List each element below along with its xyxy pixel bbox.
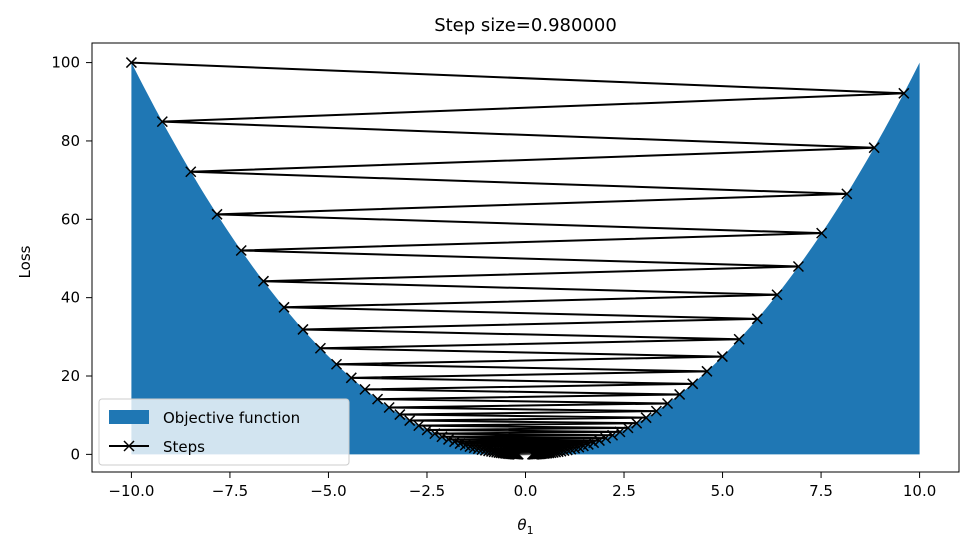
step-marker <box>297 323 309 335</box>
step-marker <box>733 333 745 345</box>
step-marker <box>429 428 441 440</box>
x-tick-label: −2.5 <box>409 482 445 500</box>
step-marker <box>383 401 395 414</box>
step-marker <box>701 365 713 377</box>
legend: Objective function Steps <box>98 398 350 466</box>
step-marker <box>125 57 137 69</box>
y-tick-label: 20 <box>61 367 80 385</box>
chart-title: Step size=0.980000 <box>434 15 617 36</box>
legend-label-objective: Objective function <box>163 409 300 427</box>
step-marker <box>650 405 662 417</box>
step-marker <box>600 432 612 444</box>
x-tick-label: 5.0 <box>711 482 735 500</box>
step-marker <box>345 372 357 384</box>
step-marker <box>631 417 643 429</box>
legend-marker-steps <box>123 440 135 452</box>
step-marker <box>565 443 577 455</box>
y-tick-label: 40 <box>61 289 80 307</box>
step-marker <box>816 227 828 239</box>
y-tick-label: 0 <box>70 445 80 463</box>
step-marker <box>716 351 728 363</box>
step-marker <box>868 142 880 154</box>
legend-box <box>98 398 350 466</box>
y-tick-label: 60 <box>61 210 80 228</box>
step-marker <box>841 188 853 200</box>
x-tick-label: 7.5 <box>809 482 833 500</box>
step-marker <box>185 166 197 178</box>
step-marker <box>593 435 605 447</box>
step-marker <box>442 433 455 445</box>
step-marker <box>771 289 783 301</box>
step-marker <box>314 342 326 354</box>
step-marker <box>394 409 406 421</box>
x-axis-label: θ1 <box>517 516 533 537</box>
step-marker <box>235 244 247 257</box>
step-marker <box>622 422 634 434</box>
y-tick-label: 100 <box>51 54 80 72</box>
step-marker <box>476 444 488 456</box>
step-marker <box>606 429 619 441</box>
legend-label-steps: Steps <box>163 438 205 456</box>
x-tick-label: −5.0 <box>310 482 346 500</box>
y-axis-label: Loss <box>16 245 34 278</box>
step-marker <box>512 448 524 460</box>
legend-swatch-objective <box>109 410 149 424</box>
x-axis-label-main: θ <box>517 516 526 534</box>
step-marker <box>436 431 448 443</box>
step-marker <box>526 448 538 460</box>
y-tick-label: 80 <box>61 132 80 150</box>
x-tick-label: −10.0 <box>108 482 154 500</box>
step-marker <box>674 388 686 400</box>
step-marker <box>792 260 804 273</box>
step-marker <box>211 208 223 220</box>
step-marker <box>472 443 484 455</box>
x-tick-label: 2.5 <box>612 482 636 500</box>
x-tick-label: 0.0 <box>514 482 538 500</box>
x-tick-label: 10.0 <box>903 482 936 500</box>
step-marker <box>898 87 910 99</box>
step-marker <box>421 424 433 436</box>
step-marker <box>687 378 699 390</box>
step-marker <box>156 116 168 128</box>
step-marker <box>751 313 763 325</box>
step-marker <box>257 275 270 287</box>
x-axis-label-subscript: 1 <box>527 524 534 537</box>
step-marker <box>413 420 425 432</box>
x-tick-label: −7.5 <box>212 482 248 500</box>
step-marker <box>330 358 343 370</box>
step-marker <box>359 383 371 395</box>
step-marker <box>661 397 674 410</box>
step-marker <box>640 412 652 424</box>
step-marker <box>278 301 290 313</box>
step-marker <box>464 441 476 453</box>
steps-line <box>131 61 905 456</box>
step-marker <box>372 393 384 405</box>
step-marker <box>614 426 626 438</box>
step-marker <box>573 441 585 453</box>
step-marker <box>404 415 416 427</box>
